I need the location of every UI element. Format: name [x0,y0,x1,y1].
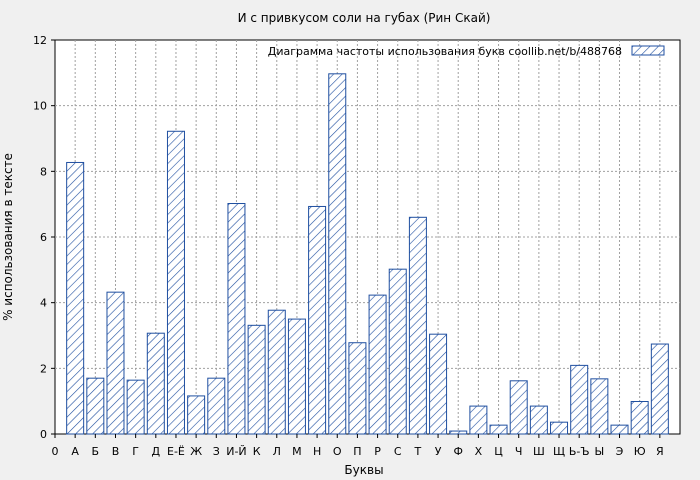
x-tick-label: Л [273,445,281,458]
x-tick-label: Я [656,445,664,458]
x-tick-label: Т [414,445,422,458]
x-tick-label: 0 [52,445,59,458]
bar-П [348,342,367,435]
x-tick-label: Д [152,445,161,458]
x-tick-label: Ж [190,445,202,458]
bar-Е-Ё [166,130,185,435]
y-axis: 0 2 4 6 8 10 12 [33,34,55,441]
bar-В [106,291,125,435]
bar-Ц [489,424,508,435]
x-tick-label: Ю [634,445,646,458]
bar-Э [610,424,629,435]
y-tick-label: 10 [33,100,47,113]
bar-Р [368,294,387,435]
y-axis-label: % использования в тексте [1,153,15,321]
bar-Х [469,405,488,435]
y-tick-label: 4 [40,297,47,310]
x-tick-label: Г [132,445,139,458]
x-tick-label: Щ [553,445,565,458]
bar-Т [408,216,427,435]
bar-И-Й [227,203,246,435]
bars [66,73,669,435]
x-tick-label: У [435,445,442,458]
bar-Ш [529,405,548,435]
legend-swatch [631,45,665,56]
bar-Я [650,343,669,435]
x-tick-label: С [394,445,402,458]
bar-А [66,161,85,435]
bar-Ы [590,378,609,435]
bar-Щ [550,421,569,435]
x-tick-label: Э [616,445,624,458]
x-tick-label: Б [92,445,100,458]
y-tick-label: 6 [40,231,47,244]
bar-М [287,318,306,435]
bar-Б [86,377,105,435]
x-tick-label: П [353,445,361,458]
y-tick-label: 12 [33,34,47,47]
x-tick-label: В [112,445,120,458]
x-tick-label: Ь-Ъ [569,445,590,458]
x-tick-label: А [71,445,79,458]
bar-Ж [187,395,206,435]
bar-Л [267,309,286,435]
x-tick-label: Ш [533,445,545,458]
bar-О [328,73,347,435]
bar-С [388,268,407,435]
x-tick-label: Е-Ё [167,445,185,458]
legend: Диаграмма частоты использования букв coo… [268,45,665,58]
bar-Д [146,332,165,435]
x-tick-label: Н [313,445,321,458]
y-tick-label: 8 [40,165,47,178]
x-tick-label: Х [475,445,483,458]
x-tick-label: Ч [515,445,523,458]
bar-Г [126,379,145,435]
x-axis-label: Буквы [344,463,383,477]
bar-К [247,324,266,435]
x-tick-label: И-Й [226,445,246,458]
chart-title: И с привкусом соли на губах (Рин Скай) [238,11,491,25]
bar-З [207,377,226,435]
y-tick-label: 2 [40,362,47,375]
x-tick-label: Ф [453,445,462,458]
x-tick-label: З [213,445,220,458]
x-tick-label: Ц [494,445,503,458]
legend-label: Диаграмма частоты использования букв coo… [268,45,622,58]
bar-Ю [630,400,649,435]
x-tick-label: К [253,445,261,458]
x-axis: 0 А Б В Г Д Е-Ё Ж З И-Й К Л М Н О П Р С Т У Ф Х Ц Ч Ш Щ Ь-Ъ Ы Э Ю Я [52,434,664,458]
x-tick-label: Р [374,445,381,458]
x-tick-label: М [292,445,302,458]
bar-Ч [509,380,528,435]
x-tick-label: Ы [594,445,604,458]
y-tick-label: 0 [40,428,47,441]
bar-Ф [449,430,468,435]
x-tick-label: О [333,445,342,458]
bar-Ь-Ъ [570,364,589,435]
bar-Н [308,205,327,435]
bar-У [429,333,448,435]
